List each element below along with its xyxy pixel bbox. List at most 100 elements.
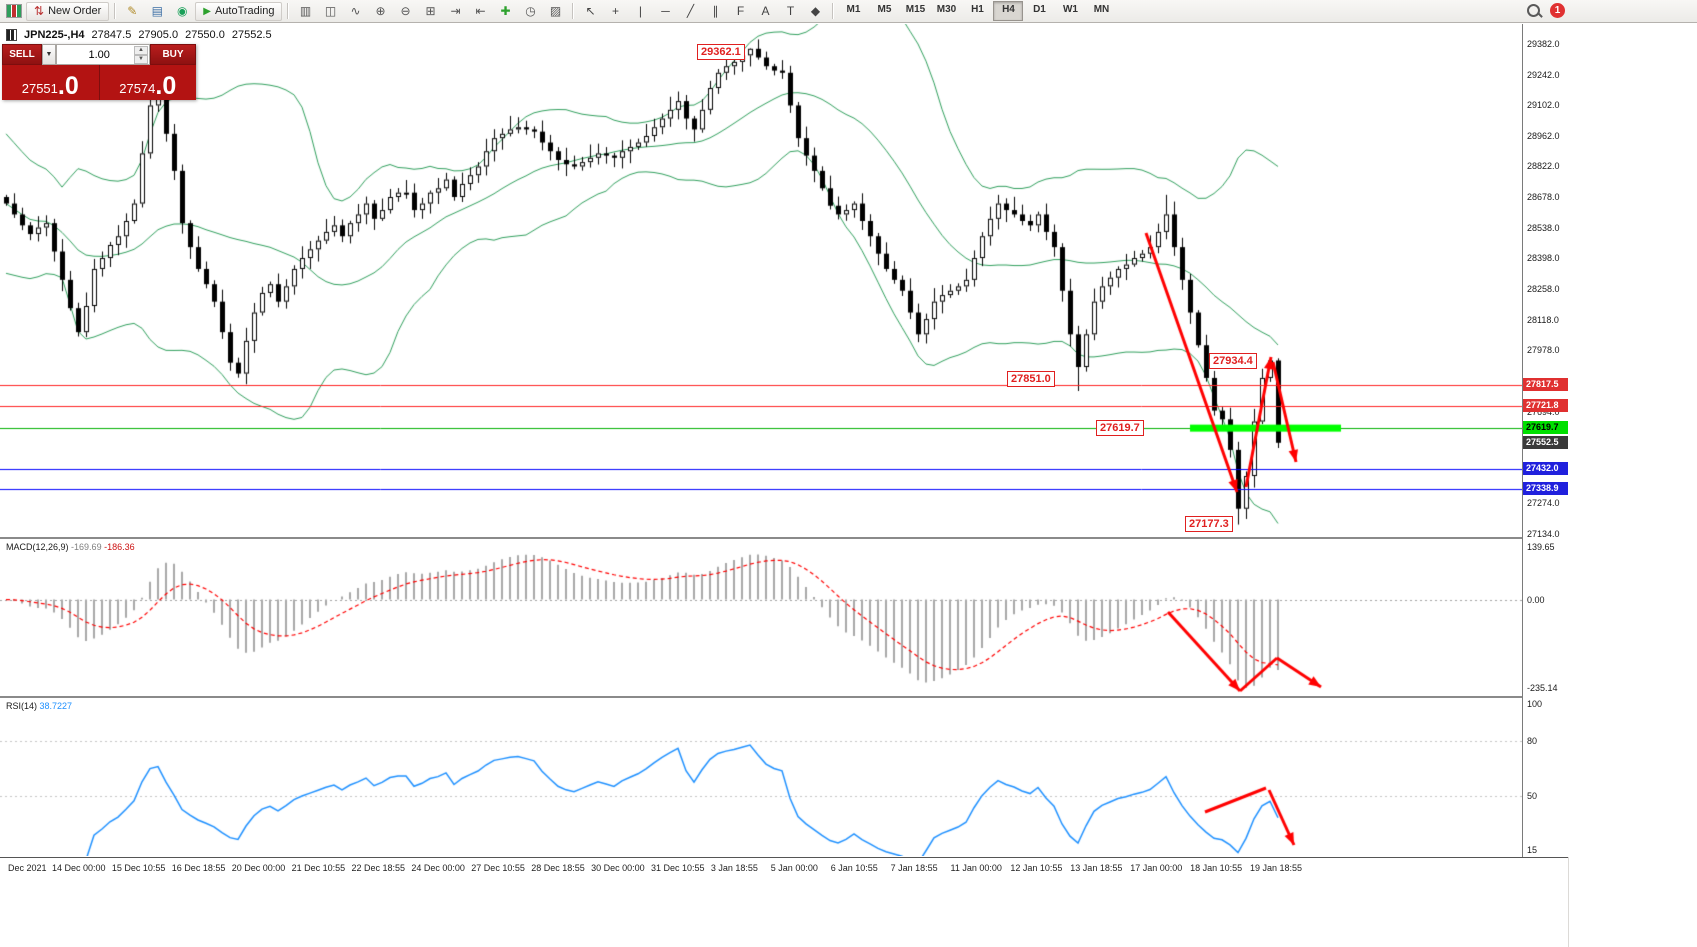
shapes-icon[interactable]: ◆ (810, 4, 821, 18)
price-annotation-label[interactable]: 27851.0 (1007, 371, 1055, 387)
price-axis-label: 27274.0 (1527, 498, 1560, 509)
rsi-label: RSI(14) (6, 701, 38, 711)
rsi-axis-label: 15 (1527, 845, 1538, 855)
zoom-out-icon[interactable]: ⊖ (400, 4, 411, 18)
volume-decrease-button[interactable]: ▼ (134, 54, 148, 64)
price-annotation-label[interactable]: 27619.7 (1096, 420, 1144, 436)
autotrading-label: AutoTrading (214, 5, 275, 17)
autotrading-button[interactable]: ▶ AutoTrading (195, 1, 283, 21)
toolbar-separator (832, 3, 834, 19)
timeframe-M5[interactable]: M5 (877, 4, 892, 15)
crosshair-icon[interactable]: + (611, 4, 619, 18)
toolbar-right-group: 1 (1527, 3, 1565, 18)
price-axis-label: 28962.0 (1527, 130, 1560, 141)
price-axis-label: 29382.0 (1527, 39, 1560, 49)
time-axis-label: 22 Dec 18:55 (351, 863, 406, 873)
symbol-name: JPN225-,H4 (24, 29, 85, 41)
time-axis-label: 30 Dec 00:00 (591, 863, 645, 873)
main-chart-canvas[interactable] (0, 24, 1522, 537)
timeframe-M30[interactable]: M30 (936, 4, 957, 15)
bar-chart-icon[interactable]: ▥ (299, 4, 312, 18)
trendline-icon[interactable]: ╱ (686, 4, 695, 18)
line-chart-icon[interactable]: ∿ (350, 4, 361, 18)
macd-canvas[interactable] (0, 539, 1522, 696)
channel-icon[interactable]: ∥ (712, 4, 719, 18)
sell-button[interactable]: SELL (2, 44, 42, 65)
ohlc-close: 27552.5 (231, 29, 272, 41)
horizontal-line-icon[interactable]: ─ (661, 4, 670, 18)
time-axis[interactable]: Dec 2021 14 Dec 00:00 15 Dec 10:55 16 Dec 1… (0, 857, 1568, 881)
rsi-canvas[interactable] (0, 698, 1522, 856)
macd-signal-value: -186.36 (104, 542, 135, 552)
standard-icons-group: ✎ ▤ ◉ (120, 1, 194, 22)
price-level-badge: 27721.8 (1523, 398, 1568, 412)
timeframe-H1[interactable]: H1 (971, 4, 984, 15)
price-axis-label: 29242.0 (1527, 69, 1560, 80)
fibonacci-icon[interactable]: F (736, 4, 745, 18)
autotrading-play-icon: ▶ (203, 5, 211, 17)
time-axis-label: 18 Jan 10:55 (1190, 863, 1243, 873)
buy-price[interactable]: 27574.0 (100, 65, 197, 100)
notification-badge[interactable]: 1 (1550, 3, 1565, 18)
price-annotation-label[interactable]: 27177.3 (1185, 516, 1233, 532)
new-order-icon: ⇅ (34, 4, 45, 18)
time-axis-label: 6 Jan 10:55 (830, 863, 878, 873)
sell-options-dropdown[interactable]: ▼ (42, 44, 56, 65)
text-label-icon[interactable]: T (786, 4, 795, 18)
rsi-axis-label: 50 (1527, 791, 1538, 802)
ohlc-open: 27847.5 (91, 29, 132, 41)
sell-price[interactable]: 27551.0 (2, 65, 99, 100)
search-icon[interactable] (1527, 4, 1540, 17)
periods-icon[interactable]: ◷ (525, 4, 536, 18)
toolbar-separator (287, 3, 289, 19)
one-click-trading-panel: SELL ▼ ▲ ▼ BUY 27551.0 27574.0 (2, 44, 196, 100)
toolbar: ⇅ New Order ✎ ▤ ◉ ▶ AutoTrading ▥ ◫ ∿ ⊕ ⊖ ⊞ ⇥ ⇤ ✚ ◷… (0, 0, 1697, 23)
price-scale[interactable]: 29382.0 29242.0 29102.0 28962.0 28822.0 28678… (1522, 24, 1569, 857)
time-axis-label: 20 Dec 00:00 (231, 863, 286, 873)
price-level-badge: 27432.0 (1523, 462, 1568, 476)
chart-icons-group: ▥ ◫ ∿ ⊕ ⊖ ⊞ ⇥ ⇤ ✚ ◷ ▨ (293, 1, 567, 22)
price-axis-label: 28118.0 (1527, 314, 1559, 325)
templates-icon[interactable]: ▨ (549, 4, 562, 18)
new-chart-icon[interactable]: ✚ (500, 4, 511, 18)
timeframe-M1[interactable]: M1 (846, 4, 861, 15)
timeframe-W1[interactable]: W1 (1062, 4, 1078, 15)
current-price-badge: 27552.5 (1523, 435, 1568, 449)
panel-splitter[interactable] (0, 537, 1568, 539)
chart-window: 29362.1 27851.0 27934.4 27619.7 27177.3 JPN2… (0, 24, 1569, 947)
one-click-top-row: SELL ▼ ▲ ▼ BUY (2, 44, 196, 65)
timeframe-H4[interactable]: H4 (993, 1, 1024, 21)
price-axis-label: 29102.0 (1527, 100, 1560, 111)
rsi-header: RSI(14) 38.7227 (6, 701, 72, 711)
volume-input[interactable] (65, 47, 134, 62)
metaeditor-icon[interactable]: ✎ (127, 4, 138, 18)
buy-button[interactable]: BUY (150, 44, 196, 65)
timeframe-M15[interactable]: M15 (905, 4, 926, 15)
new-order-button[interactable]: ⇅ New Order (26, 1, 110, 21)
zoom-in-icon[interactable]: ⊕ (375, 4, 386, 18)
price-annotation-label[interactable]: 27934.4 (1209, 353, 1257, 369)
market-watch-icon[interactable]: ▤ (151, 4, 163, 18)
cursor-icon[interactable]: ↖ (585, 4, 596, 18)
macd-axis-label: 139.65 (1527, 542, 1555, 552)
drawing-tools-group: ↖ + | ─ ╱ ∥ F A T ◆ (578, 1, 827, 22)
price-annotation-label[interactable]: 29362.1 (697, 44, 745, 60)
timeframe-MN[interactable]: MN (1093, 4, 1110, 15)
time-axis-label: 12 Jan 10:55 (1010, 863, 1063, 873)
symbol-info-bar: JPN225-,H4 27847.5 27905.0 27550.0 27552… (6, 29, 272, 41)
navigator-icon[interactable]: ◉ (177, 4, 188, 18)
macd-axis-label: 0.00 (1527, 594, 1545, 605)
panel-splitter[interactable] (0, 696, 1568, 698)
price-axis-label: 28398.0 (1527, 253, 1560, 264)
rsi-value: 38.7227 (39, 701, 73, 711)
tile-windows-icon[interactable]: ⊞ (425, 4, 436, 18)
volume-increase-button[interactable]: ▲ (134, 45, 148, 55)
price-axis-label: 27978.0 (1527, 345, 1560, 356)
auto-scroll-icon[interactable]: ⇥ (450, 4, 461, 18)
vertical-line-icon[interactable]: | (638, 4, 643, 18)
text-icon[interactable]: A (761, 4, 770, 18)
candlestick-icon[interactable]: ◫ (324, 4, 337, 18)
time-axis-label: 27 Dec 10:55 (471, 863, 525, 873)
chart-shift-icon[interactable]: ⇤ (475, 4, 486, 18)
timeframe-D1[interactable]: D1 (1033, 4, 1046, 15)
